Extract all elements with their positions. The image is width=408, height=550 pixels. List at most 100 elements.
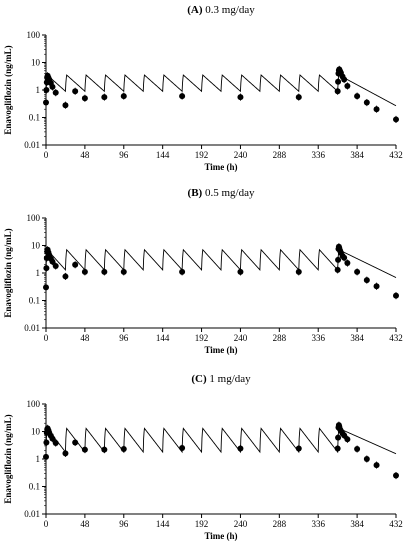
panel-b-data-point	[363, 277, 370, 284]
panel-b-y-tick-label: 1	[36, 268, 41, 278]
panel-b-data-point	[334, 266, 341, 273]
panel-b-data-point	[341, 254, 348, 261]
panel-a-y-tick-label: 10	[31, 58, 41, 68]
panel-a-data-point	[179, 93, 186, 100]
panel-b-data-point	[101, 268, 108, 275]
panel-c-x-tick-label: 336	[311, 519, 325, 529]
panel-a-y-axis-label: Enavogliflozin (ng/mL)	[3, 45, 13, 134]
panel-b-data-point	[179, 268, 186, 275]
panel-a-data-point	[373, 106, 380, 113]
panel-a-data-point	[52, 89, 59, 96]
panel-c-data-point	[72, 439, 79, 446]
panel-b-data-point	[237, 268, 244, 275]
panel-a-data-point	[72, 88, 79, 95]
panel-a-x-tick-label: 192	[195, 150, 209, 160]
panel-b-data-point	[62, 273, 69, 280]
panel-c-x-tick-label: 96	[119, 519, 129, 529]
panel-c-data-point	[335, 434, 342, 441]
panel-a-y-tick-label: 100	[27, 30, 41, 40]
panel-c-data-point	[344, 436, 351, 443]
panel-a-x-tick-label: 0	[44, 150, 49, 160]
panel-a-data-point	[335, 78, 342, 85]
panel-b-title-text: 0.5 mg/day	[202, 187, 255, 199]
panel-c-x-tick-label: 432	[389, 519, 403, 529]
panel-b-data-point	[120, 268, 127, 275]
panel-c-x-tick-label: 48	[80, 519, 90, 529]
panel-c-x-axis-label: Time (h)	[204, 531, 237, 541]
panel-a-x-tick-label: 336	[311, 150, 325, 160]
panel-b-x-tick-label: 192	[195, 333, 209, 343]
panel-c-x-tick-label: 384	[350, 519, 364, 529]
panel-c-data-point	[81, 446, 88, 453]
panel-c-data-point	[43, 439, 50, 446]
panel-a-data-point	[334, 88, 341, 95]
panel-c-data-point	[373, 462, 380, 469]
panel-b-title: (B) 0.5 mg/day	[188, 187, 255, 199]
panel-c-title-text: 1 mg/day	[207, 373, 251, 385]
panel-c: (C) 1 mg/day 0.01 0.1 1 10 100 0 48 96 144 192 240…	[3, 373, 403, 541]
panel-b-x-axis-label: Time (h)	[204, 345, 237, 355]
panel-c-data-point	[52, 440, 59, 447]
panel-a-data-point	[341, 76, 348, 83]
panel-a-data-point	[43, 87, 50, 93]
panel-b-data-point	[52, 262, 59, 269]
panel-a: (A) 0.3 mg/day 0.01 0.1 1 10 100 0 48 96 144 192 2…	[3, 4, 403, 172]
panel-c-x-tick-label: 0	[44, 519, 49, 529]
panel-c-y-tick-label: 1	[36, 454, 41, 464]
panel-b-x-tick-label: 0	[44, 333, 49, 343]
panel-b-x-tick-label: 96	[119, 333, 129, 343]
panel-b-y-tick-label: 100	[27, 213, 41, 223]
panel-a-data-point	[81, 95, 88, 102]
panel-b-data-point	[81, 268, 88, 275]
panel-c-data-point	[49, 435, 56, 442]
panel-b-y-tick-label: 0.1	[29, 296, 40, 306]
panel-b-data-point	[354, 268, 361, 275]
panel-a-x-tick-label: 144	[156, 150, 170, 160]
panel-c-data-point	[237, 445, 244, 452]
panel-a-data-point	[344, 82, 351, 89]
panel-b-x-tick-label: 288	[273, 333, 287, 343]
panel-a-x-tick-label: 432	[389, 150, 403, 160]
panel-b-x-tick-label: 336	[311, 333, 325, 343]
panel-c-data-point	[354, 446, 361, 453]
panel-c-data-point	[43, 453, 49, 460]
panel-c-y-tick-label: 0.01	[24, 509, 40, 519]
panel-a-y-tick-label: 1	[36, 85, 41, 95]
panel-c-title-letter: (C)	[191, 373, 207, 385]
panel-c-data-point	[101, 446, 108, 453]
panel-b-x-tick-label: 384	[350, 333, 364, 343]
panel-c-data-point	[363, 456, 370, 462]
panel-c-x-tick-label: 192	[195, 519, 209, 529]
panel-c-data-point	[295, 445, 302, 452]
panel-a-data-point	[120, 93, 127, 100]
panel-a-y-tick-label: 0.01	[24, 140, 40, 150]
panel-a-data-point	[101, 94, 108, 101]
panel-b-y-tick-label: 0.01	[24, 323, 40, 333]
panel-c-title: (C) 1 mg/day	[191, 373, 251, 385]
panel-b-data-point	[43, 265, 50, 272]
panel-a-title-text: 0.3 mg/day	[203, 4, 256, 16]
panel-b-data-point	[295, 268, 302, 275]
panel-a-x-tick-label: 384	[350, 150, 364, 160]
panel-a-x-tick-label: 96	[119, 150, 129, 160]
panel-b-data-point	[43, 284, 49, 291]
panel-b-title-letter: (B)	[188, 187, 203, 199]
panel-b-data-point	[393, 292, 399, 299]
panel-b-x-tick-label: 240	[234, 333, 248, 343]
panel-a-data-point	[393, 116, 399, 123]
panel-c-data-point	[62, 450, 69, 457]
panel-b-x-tick-label: 432	[389, 333, 403, 343]
panel-a-x-axis-label: Time (h)	[204, 162, 237, 172]
panel-c-data-point	[120, 446, 127, 453]
panel-a-data-point	[354, 93, 361, 100]
panel-b: (B) 0.5 mg/day 0.01 0.1 1 10 100 0 48 96 144 192 2…	[3, 187, 403, 355]
panel-c-data-point	[393, 472, 399, 479]
panel-a-y-tick-label: 0.1	[29, 113, 40, 123]
panel-c-y-tick-label: 10	[31, 427, 41, 437]
panel-a-data-point	[43, 99, 49, 106]
panel-a-data-point	[49, 83, 56, 90]
panel-b-data-point	[335, 256, 342, 263]
panel-b-x-tick-label: 144	[156, 333, 170, 343]
panel-a-data-point	[237, 94, 244, 101]
